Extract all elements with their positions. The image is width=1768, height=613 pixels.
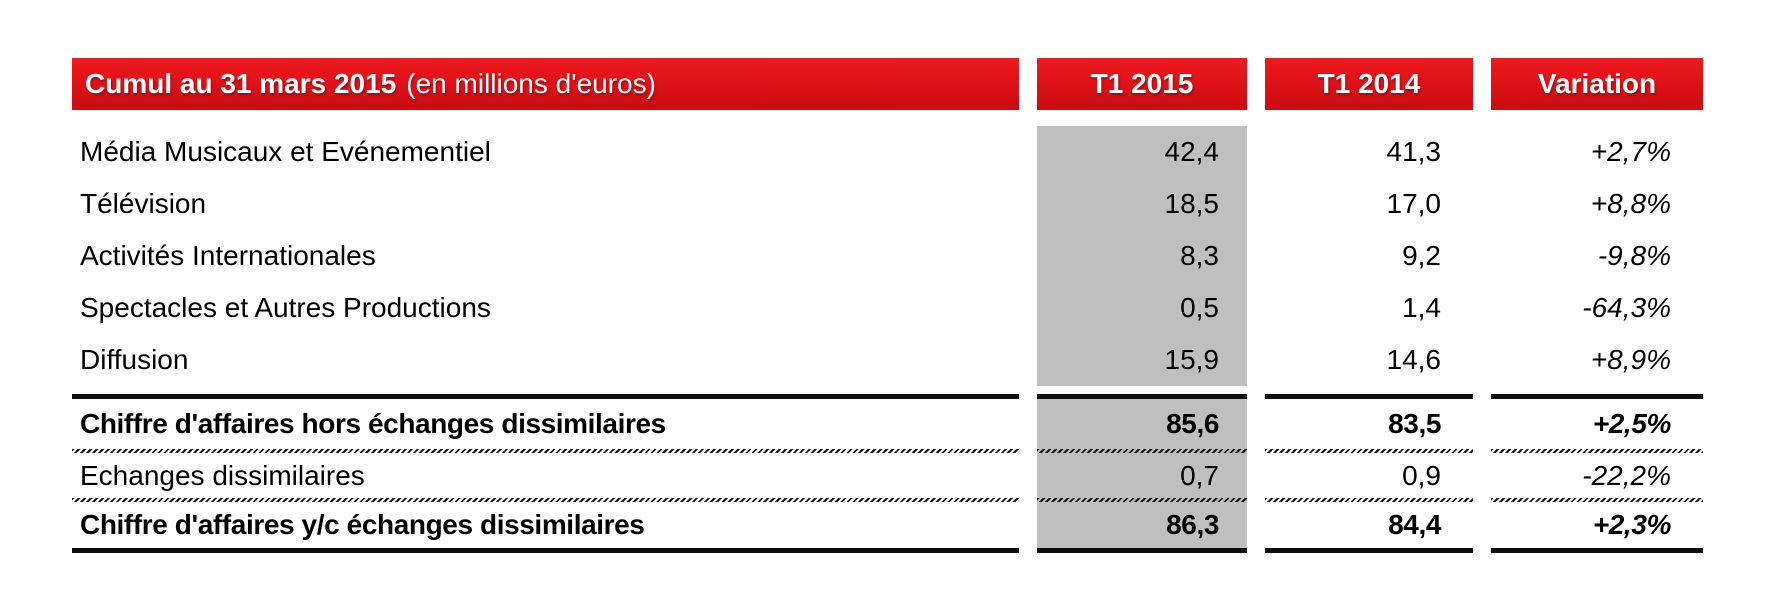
column-header-t1-2014: T1 2014 — [1265, 58, 1473, 110]
subtotal-row-label: Chiffre d'affaires hors échanges dissimi… — [80, 408, 666, 439]
value-variation: -22,2% — [1582, 459, 1671, 491]
rule-hatched — [1491, 498, 1703, 502]
rule-hatched — [1037, 498, 1247, 502]
value-t1-2015: 0,7 — [1037, 453, 1247, 498]
row-label: Activités Internationales — [80, 240, 376, 271]
row-label: Spectacles et Autres Productions — [80, 292, 491, 323]
rule-hatched — [1037, 449, 1247, 453]
column-header-t1-2015: T1 2015 — [1037, 58, 1247, 110]
value-variation: -64,3% — [1582, 292, 1671, 323]
value-t1-2014: 0,9 — [1402, 459, 1441, 491]
total-row-label: Chiffre d'affaires y/c échanges dissimil… — [80, 509, 645, 540]
rule-thick — [1491, 394, 1703, 399]
rule-thick — [1265, 394, 1473, 399]
rule-hatched — [1265, 498, 1473, 502]
value-t1-2014: 17,0 — [1386, 188, 1442, 219]
row-gap — [72, 386, 1703, 394]
revenue-table: Cumul au 31 mars 2015 (en millions d'eur… — [72, 58, 1703, 553]
value-variation: +2,7% — [1590, 136, 1671, 167]
value-t1-2015: 8,3 — [1037, 230, 1247, 282]
rule-thick — [72, 394, 1019, 399]
total-t1-2015: 86,3 — [1037, 502, 1247, 548]
rule-thick — [1491, 548, 1703, 553]
row-gap — [72, 110, 1703, 126]
table-unit-note: (en millions d'euros) — [406, 68, 656, 99]
rule-hatched — [72, 449, 1019, 453]
value-t1-2014: 41,3 — [1386, 136, 1442, 167]
value-t1-2015: 15,9 — [1037, 334, 1247, 386]
row-label: Diffusion — [80, 344, 189, 375]
total-variation: +2,3% — [1592, 509, 1672, 540]
table-title: Cumul au 31 mars 2015 — [85, 68, 397, 99]
row-label: Echanges dissimilaires — [80, 459, 365, 491]
value-t1-2014: 14,6 — [1386, 344, 1442, 375]
value-variation: +8,8% — [1590, 188, 1671, 219]
rule-hatched — [1491, 449, 1703, 453]
subtotal-t1-2015: 85,6 — [1037, 399, 1247, 449]
rule-thick — [1265, 548, 1473, 553]
value-t1-2014: 1,4 — [1402, 292, 1441, 323]
subtotal-t1-2014: 83,5 — [1388, 408, 1441, 439]
value-t1-2015: 18,5 — [1037, 178, 1247, 230]
column-header-variation: Variation — [1491, 58, 1703, 110]
value-variation: -9,8% — [1597, 240, 1671, 271]
rule-hatched — [72, 498, 1019, 502]
subtotal-variation: +2,5% — [1592, 408, 1672, 439]
value-t1-2015: 0,5 — [1037, 282, 1247, 334]
row-label: Télévision — [80, 188, 207, 219]
total-t1-2014: 84,4 — [1388, 509, 1441, 540]
value-variation: +8,9% — [1590, 344, 1671, 375]
rule-thick — [1037, 548, 1247, 553]
value-t1-2014: 9,2 — [1402, 240, 1441, 271]
table-title-band: Cumul au 31 mars 2015 (en millions d'eur… — [72, 58, 1019, 110]
rule-thick — [72, 548, 1019, 553]
rule-hatched — [1265, 449, 1473, 453]
value-t1-2015: 42,4 — [1037, 126, 1247, 178]
rule-thick — [1037, 394, 1247, 399]
row-label: Média Musicaux et Evénementiel — [80, 136, 491, 167]
